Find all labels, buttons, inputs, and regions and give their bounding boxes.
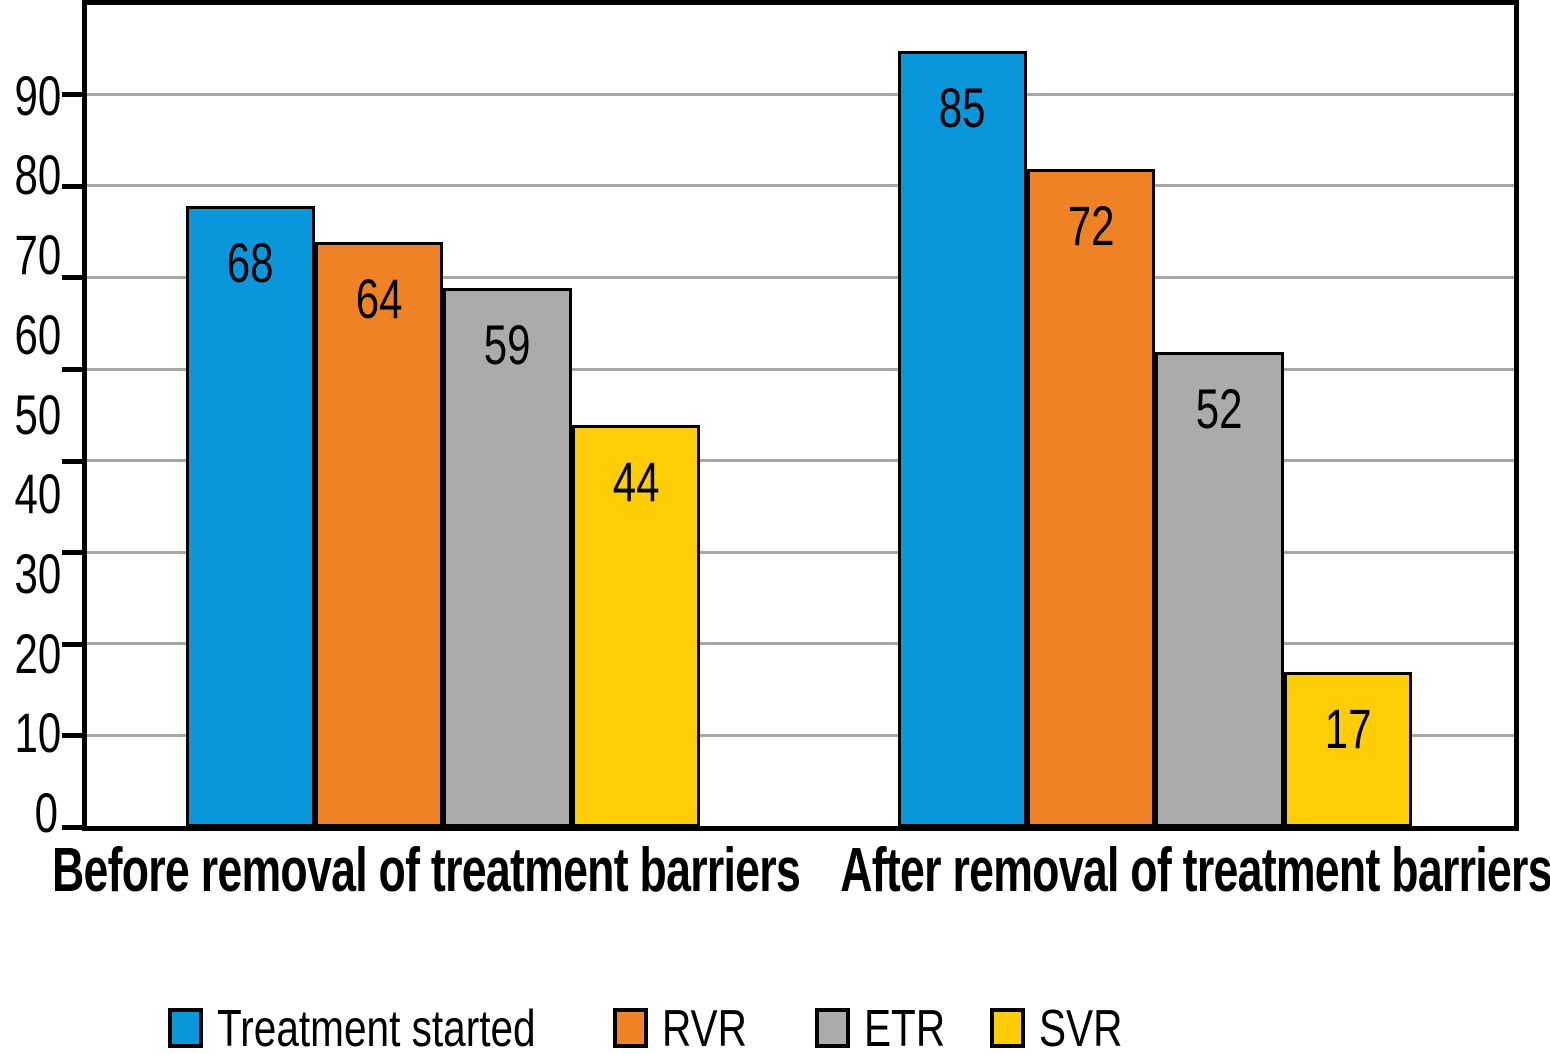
gridline xyxy=(87,733,1514,737)
bar-etr-group1: 59 xyxy=(443,288,572,827)
y-axis-label: 60 xyxy=(14,302,62,366)
y-axis-label: 40 xyxy=(14,462,62,526)
legend-label: ETR xyxy=(864,1000,946,1054)
gridline xyxy=(87,367,1514,371)
legend-swatch-etr xyxy=(815,1008,850,1048)
legend-label: RVR xyxy=(662,1000,747,1054)
gridline xyxy=(87,642,1514,646)
bar-value-label: 44 xyxy=(612,450,660,514)
y-axis-tick xyxy=(62,275,87,281)
legend-swatch-rvr xyxy=(613,1008,648,1048)
gridline xyxy=(87,459,1514,463)
bar-rvr-group2: 72 xyxy=(1026,169,1155,827)
bar-value-label: 64 xyxy=(355,267,403,331)
bar-value-label: 52 xyxy=(1195,377,1243,441)
bar-value-label: 59 xyxy=(483,313,531,377)
y-axis-tick xyxy=(62,183,87,189)
y-axis-label: 20 xyxy=(14,621,62,685)
bar-etr-group2: 52 xyxy=(1155,352,1284,827)
legend-label: SVR xyxy=(1039,1000,1123,1054)
legend-label: Treatment started xyxy=(217,1000,536,1054)
y-axis-label: 90 xyxy=(14,63,62,127)
bar-value-label: 17 xyxy=(1324,696,1372,760)
y-axis-label: 70 xyxy=(14,223,62,287)
category-label-after: After removal of treatment barriers xyxy=(840,836,1550,905)
gridline xyxy=(87,184,1514,188)
bar-treatment-started-group2: 85 xyxy=(898,50,1027,827)
category-label-before: Before removal of treatment barriers xyxy=(51,836,801,905)
y-axis-tick xyxy=(62,733,87,739)
y-axis-tick xyxy=(62,367,87,372)
y-axis-label: 0 xyxy=(34,781,58,844)
legend-swatch-treatment-started xyxy=(168,1008,203,1048)
bar-treatment-started-group1: 68 xyxy=(186,205,315,827)
y-axis-label: 10 xyxy=(14,701,62,765)
y-axis-tick xyxy=(62,550,87,556)
gridline xyxy=(87,275,1514,279)
y-axis-tick xyxy=(62,92,87,98)
bar-value-label: 72 xyxy=(1067,194,1115,258)
bar-svr-group1: 44 xyxy=(571,425,700,827)
y-axis-label: 80 xyxy=(14,143,62,207)
bar-svr-group2: 17 xyxy=(1283,671,1412,827)
y-axis-label: 50 xyxy=(14,382,62,446)
y-axis-tick xyxy=(62,641,87,647)
y-axis-tick xyxy=(62,825,87,830)
bar-rvr-group1: 64 xyxy=(314,242,443,827)
gridline xyxy=(87,92,1514,96)
bar-value-label: 85 xyxy=(938,75,986,139)
y-axis-label: 30 xyxy=(14,541,62,605)
legend-swatch-svr xyxy=(990,1008,1025,1048)
gridline xyxy=(87,550,1514,554)
bar-value-label: 68 xyxy=(226,230,274,294)
y-axis-tick xyxy=(62,458,87,464)
